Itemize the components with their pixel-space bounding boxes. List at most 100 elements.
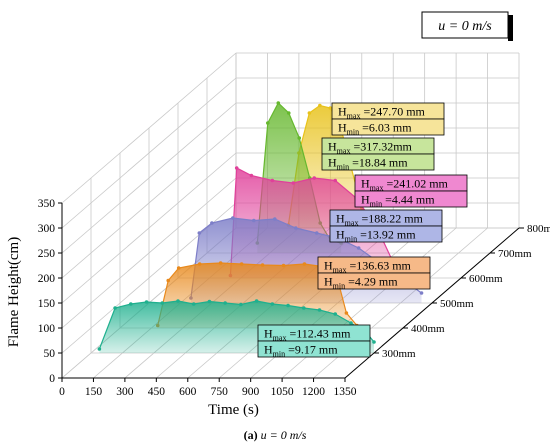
series-point-300mm: [191, 302, 196, 306]
series-point-500mm: [356, 246, 361, 250]
z-tick-label: 700mm: [498, 248, 532, 260]
series-point-600mm: [333, 178, 338, 183]
condition-label: u = 0 m/s: [421, 11, 513, 41]
series-point-700mm: [297, 136, 302, 140]
hmin-box: [354, 190, 468, 208]
hmax-text: Hmax =247.70 mm: [338, 105, 426, 121]
hmin-box: [331, 118, 445, 136]
series-point-300mm: [254, 299, 259, 303]
z-tick-label: 500mm: [440, 298, 474, 310]
series-point-300mm: [176, 299, 180, 303]
series-point-300mm: [333, 312, 338, 316]
x-tick-label: 450: [148, 386, 166, 398]
series-point-400mm: [281, 263, 286, 268]
series-point-400mm: [218, 261, 223, 265]
series-point-500mm: [231, 216, 235, 220]
series-point-300mm: [129, 302, 133, 306]
z-tick-label: 300mm: [382, 348, 416, 360]
x-tick-label: 1200: [302, 386, 325, 398]
series-point-300mm: [113, 306, 117, 310]
series-point-300mm: [97, 347, 102, 351]
series-point-500mm: [272, 217, 277, 221]
series-point-300mm: [286, 303, 290, 308]
series-point-400mm: [166, 278, 171, 283]
series-point-300mm: [223, 301, 227, 305]
condition-label-shadow: [508, 15, 513, 41]
x-tick-label: 600: [179, 386, 197, 398]
y-tick-label: 50: [44, 348, 56, 360]
series-point-800mm: [307, 111, 312, 115]
series-point-500mm: [314, 231, 319, 235]
series-point-300mm: [372, 340, 376, 344]
series-point-600mm: [291, 181, 296, 185]
axis-layer: 0 150 300 450 600 750 900 1050 1200 1350 0 50 100 150…: [6, 198, 550, 418]
series-point-500mm: [419, 291, 424, 295]
series-point-300mm: [301, 306, 306, 310]
y-tick-label: 250: [38, 248, 56, 260]
series-point-500mm: [210, 221, 214, 225]
y-tick-label: 300: [38, 223, 56, 235]
series-point-400mm: [239, 262, 244, 266]
series-point-300mm: [144, 300, 149, 304]
x-tick-label: 150: [85, 386, 103, 398]
caption-prefix: (a): [243, 428, 258, 442]
series-point-500mm: [293, 226, 298, 230]
series-point-600mm: [312, 176, 317, 180]
series-point-400mm: [302, 262, 307, 266]
series-point-600mm: [234, 166, 239, 170]
z-tick-label: 400mm: [411, 323, 445, 335]
y-tick-label: 350: [38, 198, 56, 210]
series-point-500mm: [197, 231, 202, 235]
x-axis-title: Time (s): [208, 402, 259, 418]
x-tick-label: 1050: [271, 386, 294, 398]
y-tick-label: 150: [38, 298, 56, 310]
z-tick-label: 800mm: [527, 223, 550, 235]
hmin-box: [321, 153, 435, 171]
x-tick-label: 300: [116, 386, 134, 398]
hmax-text: Hmax =241.02 mm: [361, 177, 449, 193]
series-point-500mm: [252, 218, 256, 223]
series-point-400mm: [260, 263, 265, 267]
series-point-400mm: [176, 266, 181, 270]
hmin-box: [329, 225, 443, 243]
y-axis-title: Flame Height(cm): [6, 237, 22, 347]
series-point-300mm: [270, 302, 275, 306]
y-tick-label: 0: [49, 373, 55, 385]
hmax-text: Hmax =112.43 mm: [264, 327, 351, 343]
series-point-300mm: [349, 321, 353, 325]
hmin-box: [317, 272, 431, 290]
series-point-600mm: [249, 173, 254, 178]
hmax-text: Hmax =188.22 mm: [336, 212, 424, 228]
y-tick-label: 200: [38, 273, 56, 285]
series-point-400mm: [344, 311, 349, 315]
x-tick-label: 900: [242, 386, 260, 398]
x-tick-label: 0: [59, 386, 65, 398]
series-point-700mm: [276, 101, 281, 105]
series-point-800mm: [318, 103, 322, 108]
y-tick-label: 100: [38, 323, 56, 335]
series-point-400mm: [197, 262, 202, 266]
z-tick-label: 600mm: [469, 273, 503, 285]
series-point-300mm: [207, 299, 212, 304]
series-point-600mm: [270, 178, 275, 183]
condition-label-text: u = 0 m/s: [438, 19, 492, 34]
series-point-300mm: [317, 308, 322, 312]
series-point-700mm: [265, 121, 270, 125]
figure-caption: (a) u = 0 m/s: [0, 428, 550, 443]
hmax-text: Hmax =136.63 mm: [324, 259, 412, 275]
series-point-700mm: [286, 111, 291, 115]
series-point-300mm: [160, 301, 165, 305]
hmin-box: [257, 340, 371, 358]
series-point-300mm: [239, 302, 243, 307]
series-point-800mm: [328, 106, 333, 110]
caption-text: u = 0 m/s: [260, 428, 307, 442]
condition-label-box: [421, 11, 509, 39]
